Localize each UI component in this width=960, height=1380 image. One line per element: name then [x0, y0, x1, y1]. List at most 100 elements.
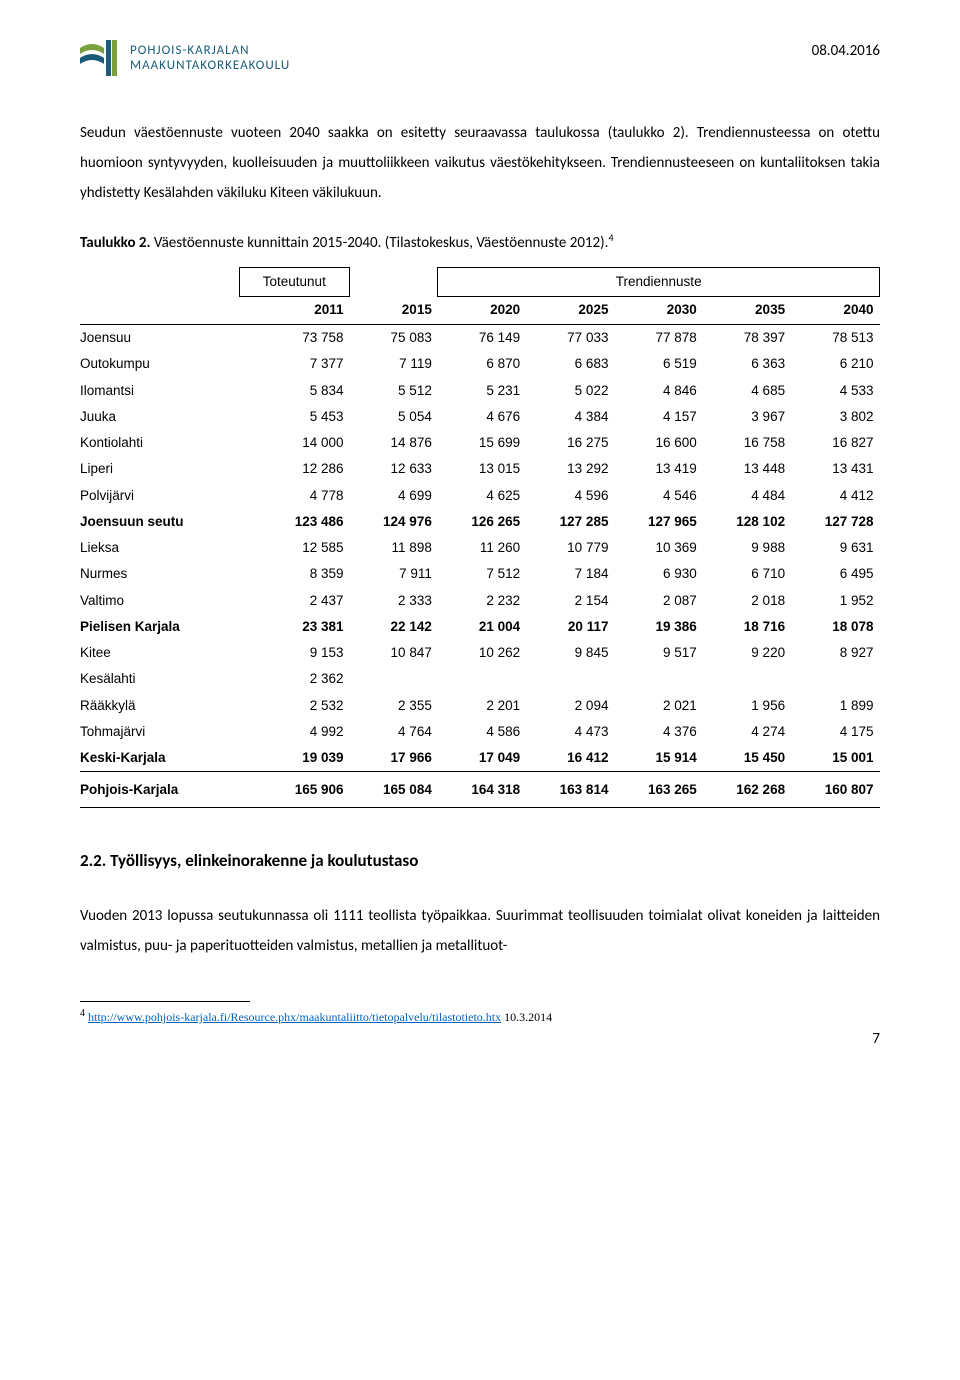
cell: 3 802	[791, 404, 879, 430]
row-label: Pohjois-Karjala	[80, 772, 239, 807]
cell: 11 260	[438, 535, 526, 561]
row-label: Liperi	[80, 456, 239, 482]
th-year: 2040	[791, 296, 879, 324]
page-header: POHJOIS-KARJALAN MAAKUNTAKORKEAKOULU 08.…	[80, 40, 880, 78]
cell: 4 778	[239, 483, 349, 509]
cell: 4 274	[703, 719, 791, 745]
th-year: 2020	[438, 296, 526, 324]
logo: POHJOIS-KARJALAN MAAKUNTAKORKEAKOULU	[80, 40, 290, 78]
cell: 16 758	[703, 430, 791, 456]
table-caption-sup: 4	[608, 231, 613, 244]
cell: 9 988	[703, 535, 791, 561]
th-year: 2011	[239, 296, 349, 324]
cell: 1 952	[791, 588, 879, 614]
cell: 23 381	[239, 614, 349, 640]
cell: 2 532	[239, 693, 349, 719]
cell: 5 231	[438, 378, 526, 404]
cell: 4 625	[438, 483, 526, 509]
cell: 15 699	[438, 430, 526, 456]
table-caption-rest: Väestöennuste kunnittain 2015-2040. (Til…	[151, 234, 609, 252]
cell: 2 018	[703, 588, 791, 614]
table-row: Ilomantsi5 8345 5125 2315 0224 8464 6854…	[80, 378, 880, 404]
cell: 20 117	[526, 614, 614, 640]
cell: 5 022	[526, 378, 614, 404]
table-row: Polvijärvi4 7784 6994 6254 5964 5464 484…	[80, 483, 880, 509]
row-label: Juuka	[80, 404, 239, 430]
cell: 7 184	[526, 561, 614, 587]
cell: 4 699	[350, 483, 438, 509]
cell: 4 473	[526, 719, 614, 745]
footnote: 4 http://www.pohjois-karjala.fi/Resource…	[80, 1006, 880, 1026]
cell: 1 899	[791, 693, 879, 719]
table-row: Lieksa12 58511 89811 26010 77910 3699 98…	[80, 535, 880, 561]
row-label: Kitee	[80, 640, 239, 666]
cell: 4 676	[438, 404, 526, 430]
cell: 9 517	[614, 640, 702, 666]
cell: 14 000	[239, 430, 349, 456]
cell: 16 275	[526, 430, 614, 456]
cell	[614, 666, 702, 692]
cell: 6 710	[703, 561, 791, 587]
cell: 124 976	[350, 509, 438, 535]
row-label: Nurmes	[80, 561, 239, 587]
page-number: 7	[80, 1028, 880, 1051]
row-label: Joensuun seutu	[80, 509, 239, 535]
logo-icon	[80, 40, 122, 78]
table-row: Liperi12 28612 63313 01513 29213 41913 4…	[80, 456, 880, 482]
table-row: Keski-Karjala19 03917 96617 04916 41215 …	[80, 745, 880, 772]
footnote-link[interactable]: http://www.pohjois-karjala.fi/Resource.p…	[88, 1010, 501, 1024]
cell: 10 779	[526, 535, 614, 561]
cell: 7 119	[350, 351, 438, 377]
cell: 4 586	[438, 719, 526, 745]
cell	[703, 666, 791, 692]
cell: 14 876	[350, 430, 438, 456]
th-year: 2035	[703, 296, 791, 324]
cell: 4 157	[614, 404, 702, 430]
cell: 10 847	[350, 640, 438, 666]
row-label: Lieksa	[80, 535, 239, 561]
cell: 2 333	[350, 588, 438, 614]
cell: 2 021	[614, 693, 702, 719]
cell: 1 956	[703, 693, 791, 719]
cell: 6 519	[614, 351, 702, 377]
cell: 2 094	[526, 693, 614, 719]
row-label: Pielisen Karjala	[80, 614, 239, 640]
population-table: Toteutunut Trendiennuste 201120152020202…	[80, 267, 880, 808]
cell: 4 846	[614, 378, 702, 404]
cell: 9 220	[703, 640, 791, 666]
cell: 9 631	[791, 535, 879, 561]
cell: 127 965	[614, 509, 702, 535]
cell: 15 914	[614, 745, 702, 772]
cell: 126 265	[438, 509, 526, 535]
cell: 3 967	[703, 404, 791, 430]
cell: 2 362	[239, 666, 349, 692]
cell: 17 966	[350, 745, 438, 772]
cell: 2 232	[438, 588, 526, 614]
row-label: Polvijärvi	[80, 483, 239, 509]
table-row: Kontiolahti14 00014 87615 69916 27516 60…	[80, 430, 880, 456]
cell: 8 927	[791, 640, 879, 666]
row-label: Joensuu	[80, 325, 239, 352]
cell: 21 004	[438, 614, 526, 640]
th-year: 2030	[614, 296, 702, 324]
table-row: Kitee9 15310 84710 2629 8459 5179 2208 9…	[80, 640, 880, 666]
cell: 4 992	[239, 719, 349, 745]
cell: 5 834	[239, 378, 349, 404]
footnote-tail: 10.3.2014	[501, 1010, 552, 1024]
footnote-rule	[80, 1001, 250, 1002]
cell: 13 292	[526, 456, 614, 482]
cell: 19 386	[614, 614, 702, 640]
cell: 163 814	[526, 772, 614, 807]
table-row: Joensuu73 75875 08376 14977 03377 87878 …	[80, 325, 880, 352]
cell	[350, 666, 438, 692]
cell: 6 683	[526, 351, 614, 377]
th-empty2	[80, 296, 239, 324]
cell: 12 633	[350, 456, 438, 482]
cell: 123 486	[239, 509, 349, 535]
header-date: 08.04.2016	[812, 40, 880, 63]
th-group-actual: Toteutunut	[239, 267, 349, 296]
logo-text: POHJOIS-KARJALAN MAAKUNTAKORKEAKOULU	[130, 44, 290, 74]
row-label: Keski-Karjala	[80, 745, 239, 772]
cell: 12 286	[239, 456, 349, 482]
cell: 4 376	[614, 719, 702, 745]
